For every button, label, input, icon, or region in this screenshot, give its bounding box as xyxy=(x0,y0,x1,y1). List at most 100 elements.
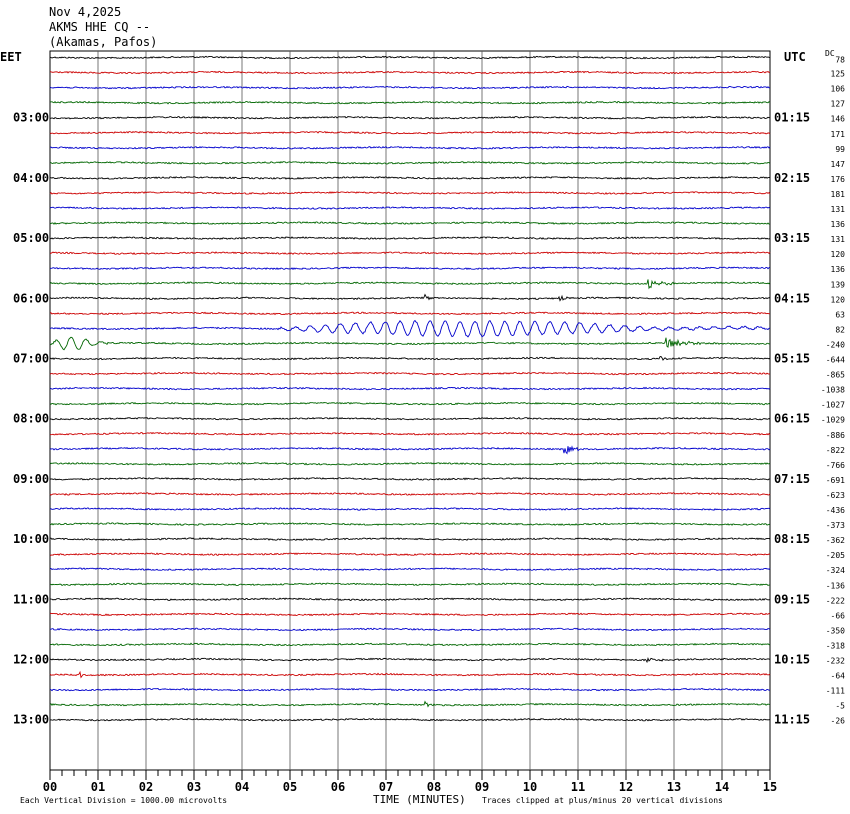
dc-offset-label: -373 xyxy=(826,521,845,530)
right-hour-label: 01:15 xyxy=(774,111,810,125)
dc-offset-label: 136 xyxy=(831,220,846,229)
trace-row-37 xyxy=(49,612,771,617)
trace-row-41 xyxy=(49,670,771,679)
right-hour-label: 04:15 xyxy=(774,291,810,305)
x-tick-label: 10 xyxy=(523,780,537,794)
dc-offset-label: 136 xyxy=(831,265,846,274)
trace-row-4 xyxy=(49,115,771,120)
dc-offset-label: -766 xyxy=(826,461,845,470)
x-tick-label: 15 xyxy=(763,780,777,794)
trace-row-7 xyxy=(49,161,771,165)
dc-label: DC xyxy=(825,49,835,58)
trace-row-24 xyxy=(49,416,771,421)
left-hour-label: 05:00 xyxy=(13,231,49,245)
dc-offset-label: 139 xyxy=(831,280,846,289)
trace-row-12 xyxy=(49,236,771,240)
left-hour-label: 11:00 xyxy=(13,592,49,606)
left-hour-label: 10:00 xyxy=(13,532,49,546)
trace-row-31 xyxy=(49,522,771,526)
trace-row-16 xyxy=(49,293,771,302)
dc-offset-label: -232 xyxy=(826,657,845,666)
x-tick-label: 00 xyxy=(43,780,57,794)
left-zone-label: EET xyxy=(0,50,22,64)
trace-row-40 xyxy=(49,657,771,664)
grid xyxy=(49,50,771,771)
dc-offset-label: 171 xyxy=(831,130,846,139)
dc-offset-label: 82 xyxy=(835,325,845,334)
dc-offset-label: -64 xyxy=(831,672,846,681)
scale-note: Each Vertical Division = 1000.00 microvo… xyxy=(20,796,227,805)
x-tick-label: 11 xyxy=(571,780,585,794)
dc-offset-label: 106 xyxy=(831,85,846,94)
dc-offset-label: 63 xyxy=(835,310,845,319)
x-axis: 00 01 02 03 04 05 06 07 08 09 10 11 12 13 14 15 xyxy=(43,770,777,794)
dc-offset-label: -1038 xyxy=(821,386,845,395)
trace-row-2 xyxy=(49,85,771,90)
dc-offset-label: 176 xyxy=(831,175,846,184)
trace-row-36 xyxy=(49,597,771,602)
dc-offset-label: -26 xyxy=(831,717,846,726)
dc-offset-label: 127 xyxy=(831,100,846,109)
x-tick-label: 14 xyxy=(715,780,729,794)
dc-offset-label: -222 xyxy=(826,596,845,605)
right-hour-labels: 01:15 02:15 03:15 04:15 05:15 06:15 07:15 08:15… xyxy=(774,111,810,727)
trace-row-39 xyxy=(49,642,771,647)
trace-row-42 xyxy=(49,687,771,692)
clip-note: Traces clipped at plus/minus 20 vertical… xyxy=(482,796,723,805)
x-tick-label: 01 xyxy=(91,780,105,794)
trace-row-30 xyxy=(49,507,771,511)
dc-offset-label: 120 xyxy=(831,250,846,259)
right-hour-label: 02:15 xyxy=(774,171,810,185)
dc-offset-label: -362 xyxy=(826,536,845,545)
right-hour-label: 07:15 xyxy=(774,472,810,486)
x-tick-label: 09 xyxy=(475,780,489,794)
x-tick-label: 12 xyxy=(619,780,633,794)
dc-offset-label: 125 xyxy=(831,70,846,79)
trace-row-29 xyxy=(49,492,771,496)
left-hour-label: 12:00 xyxy=(13,653,49,667)
trace-row-34 xyxy=(49,567,771,572)
trace-row-15 xyxy=(49,279,771,290)
x-tick-label: 07 xyxy=(379,780,393,794)
x-tick-label: 02 xyxy=(139,780,153,794)
dc-offset-label: -644 xyxy=(826,356,845,365)
dc-offset-label: 146 xyxy=(831,115,846,124)
x-tick-label: 05 xyxy=(283,780,297,794)
dc-offset-label: 131 xyxy=(831,205,846,214)
trace-row-38 xyxy=(49,627,771,632)
right-hour-label: 05:15 xyxy=(774,352,810,366)
trace-row-28 xyxy=(49,477,771,481)
x-tick-label: 13 xyxy=(667,780,681,794)
right-hour-label: 10:15 xyxy=(774,653,810,667)
traces xyxy=(49,55,771,722)
trace-row-22 xyxy=(49,386,771,391)
dc-offset-label: -691 xyxy=(826,476,845,485)
trace-row-17 xyxy=(49,311,771,316)
trace-row-23 xyxy=(49,401,771,406)
header-station: AKMS HHE CQ -- xyxy=(49,20,150,34)
x-tick-label: 08 xyxy=(427,780,441,794)
dc-offset-label: -136 xyxy=(826,581,845,590)
header-location: (Akamas, Pafos) xyxy=(49,35,157,49)
dc-offset-label: 147 xyxy=(831,160,846,169)
left-hour-label: 04:00 xyxy=(13,171,49,185)
trace-row-8 xyxy=(49,176,771,180)
trace-row-32 xyxy=(49,537,771,541)
dc-offset-label: -822 xyxy=(826,446,845,455)
right-hour-label: 08:15 xyxy=(774,532,810,546)
dc-offset-labels: 78 125 106 127 146 171 99 147 176 181 131 136 131 120… xyxy=(821,56,845,726)
trace-row-21 xyxy=(49,371,771,376)
dc-offset-label: -886 xyxy=(826,431,845,440)
trace-row-20 xyxy=(49,356,771,361)
right-hour-label: 03:15 xyxy=(774,231,810,245)
dc-offset-label: -1029 xyxy=(821,416,845,425)
header-date: Nov 4,2025 xyxy=(49,5,121,19)
x-tick-label: 03 xyxy=(187,780,201,794)
dc-offset-label: -5 xyxy=(835,702,845,711)
right-hour-label: 09:15 xyxy=(774,592,810,606)
dc-offset-label: -865 xyxy=(826,371,845,380)
left-hour-label: 09:00 xyxy=(13,472,49,486)
trace-row-0 xyxy=(49,55,771,60)
dc-offset-label: 99 xyxy=(835,145,845,154)
trace-row-43 xyxy=(49,700,771,708)
